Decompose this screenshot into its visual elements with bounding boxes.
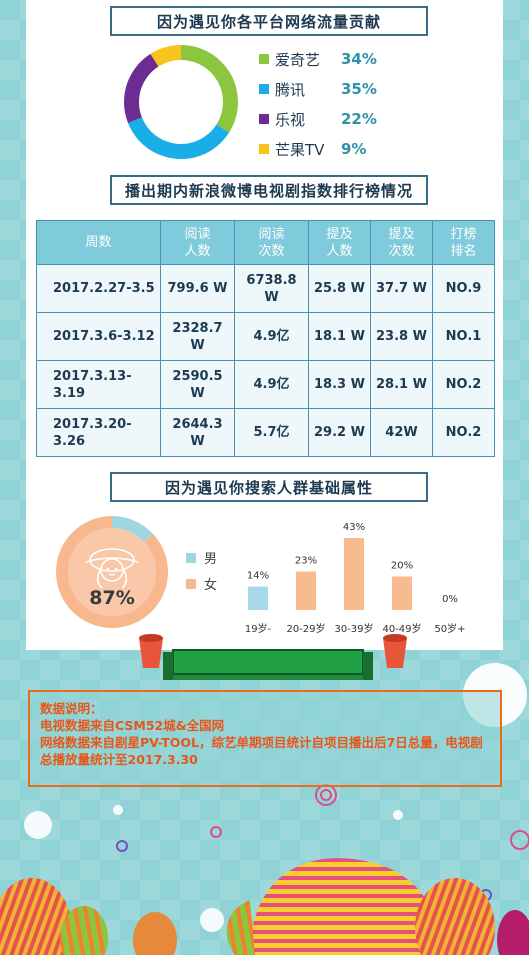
- legend-swatch: [259, 84, 269, 94]
- table-cell: NO.9: [432, 264, 495, 313]
- table-cell: 42W: [370, 408, 433, 457]
- legend-label: 芒果TV: [275, 140, 325, 159]
- table-cell: NO.2: [432, 360, 495, 409]
- traffic-slice-0: [181, 45, 238, 133]
- traffic-legend-item: 芒果TV 9%: [259, 139, 366, 159]
- table-cell: 37.7 W: [370, 264, 433, 313]
- table-cell: 28.1 W: [370, 360, 433, 409]
- traffic-legend-item: 爱奇艺 34%: [259, 49, 377, 69]
- table-row: 2017.2.27-3.5 799.6 W 6738.8 W 25.8 W 37.7 W…: [36, 264, 495, 313]
- legend-label: 男: [204, 552, 218, 567]
- gender-legend-item: 男: [186, 548, 217, 567]
- legend-value: 9%: [341, 140, 367, 158]
- traffic-legend-item: 腾讯 35%: [259, 79, 377, 99]
- traffic-slice-1: [128, 117, 230, 159]
- gender-donut-chart: 87%: [56, 516, 168, 628]
- table-cell: 5.7亿: [234, 408, 309, 457]
- table-cell: 2017.3.13-3.19: [36, 360, 161, 409]
- table-cell: 6738.8 W: [234, 264, 309, 313]
- age-bar: [392, 576, 412, 610]
- age-bar: [248, 586, 268, 610]
- table-cell: 23.8 W: [370, 312, 433, 361]
- table-cell: 18.1 W: [308, 312, 371, 361]
- legend-label: 女: [204, 578, 218, 593]
- age-category-label: 50岁+: [434, 622, 465, 635]
- table-header-cell: 阅读 次数: [234, 220, 309, 265]
- table-row: 2017.3.13-3.19 2590.5 W 4.9亿 18.3 W 28.1 W NO…: [36, 360, 495, 409]
- age-category-label: 30-39岁: [334, 622, 373, 635]
- legend-label: 乐视: [275, 110, 306, 129]
- table-cell: NO.2: [432, 408, 495, 457]
- table-cell: 18.3 W: [308, 360, 371, 409]
- age-bar-value-label: 20%: [391, 561, 413, 572]
- legend-swatch: [259, 114, 269, 124]
- traffic-slice-2: [124, 53, 159, 123]
- age-category-label: 19岁-: [245, 622, 272, 635]
- left-bucket-decoration: [139, 634, 163, 668]
- stage-decoration: [163, 649, 373, 680]
- table-header-row: 周数 阅读 人数 阅读 次数 提及 人数 提及 次数 打榜 排名: [36, 220, 495, 265]
- age-bar: [296, 571, 316, 610]
- table-cell: 4.9亿: [234, 360, 309, 409]
- table-cell: 29.2 W: [308, 408, 371, 457]
- age-category-label: 40-49岁: [382, 622, 421, 635]
- table-cell: 2017.2.27-3.5: [36, 264, 161, 313]
- traffic-donut-chart: [124, 45, 238, 159]
- notes-line-tv: 电视数据来自CSM52城&全国网: [40, 718, 225, 733]
- data-notes-box: 数据说明： 电视数据来自CSM52城&全国网 网络数据来自剧星PV-TOOL，综…: [28, 690, 502, 787]
- age-category-label: 20-29岁: [286, 622, 325, 635]
- legend-value: 35%: [341, 80, 377, 98]
- table-cell: 799.6 W: [160, 264, 235, 313]
- traffic-section-title: 因为遇见你各平台网络流量贡献: [110, 6, 428, 36]
- search-section-title: 因为遇见你搜索人群基础属性: [110, 472, 428, 502]
- right-bucket-decoration: [383, 634, 407, 668]
- gender-slice-0: [112, 516, 153, 542]
- table-row: 2017.3.6-3.12 2328.7 W 4.9亿 18.1 W 23.8 W NO.…: [36, 312, 495, 361]
- legend-swatch: [259, 144, 269, 154]
- legend-label: 腾讯: [275, 80, 306, 99]
- age-bar: [344, 538, 364, 610]
- gender-center-label: 87%: [89, 587, 134, 609]
- legend-value: 22%: [341, 110, 377, 128]
- notes-heading: 数据说明：: [40, 701, 103, 716]
- table-cell: NO.1: [432, 312, 495, 361]
- woman-face-icon: [85, 548, 139, 589]
- traffic-slice-3: [150, 45, 181, 67]
- table-cell: 2644.3 W: [160, 408, 235, 457]
- legend-swatch: [186, 552, 196, 563]
- legend-swatch: [186, 578, 196, 589]
- age-bar-chart: 14% 19岁- 23% 20-29岁 43% 30-39岁 20% 40-49岁 0% 50岁+: [245, 522, 466, 635]
- table-cell: 2590.5 W: [160, 360, 235, 409]
- legend-value: 34%: [341, 50, 377, 68]
- table-cell: 25.8 W: [308, 264, 371, 313]
- age-bar-value-label: 14%: [247, 571, 269, 582]
- weibo-section-title: 播出期内新浪微博电视剧指数排行榜情况: [110, 175, 428, 205]
- table-cell: 2328.7 W: [160, 312, 235, 361]
- table-cell: 2017.3.20-3.26: [36, 408, 161, 457]
- legend-swatch: [259, 54, 269, 64]
- table-header-cell: 周数: [36, 220, 161, 265]
- legend-label: 爱奇艺: [275, 50, 321, 69]
- table-header-cell: 提及 人数: [308, 220, 371, 265]
- table-header-cell: 打榜 排名: [432, 220, 495, 265]
- traffic-legend-item: 乐视 22%: [259, 109, 377, 129]
- gender-donut-center: [68, 528, 156, 616]
- table-header-cell: 提及 次数: [370, 220, 433, 265]
- table-cell: 4.9亿: [234, 312, 309, 361]
- age-bar-value-label: 23%: [295, 555, 317, 566]
- table-row: 2017.3.20-3.26 2644.3 W 5.7亿 29.2 W 42W NO.2: [36, 408, 495, 457]
- table-cell: 2017.3.6-3.12: [36, 312, 161, 361]
- weibo-ranking-table: 周数 阅读 人数 阅读 次数 提及 人数 提及 次数 打榜 排名 2017.2.27-3.…: [36, 220, 495, 457]
- easter-eggs-decoration: [0, 858, 529, 955]
- table-header-cell: 阅读 人数: [160, 220, 235, 265]
- gender-legend-item: 女: [186, 574, 217, 593]
- notes-line-web: 网络数据来自剧星PV-TOOL，综艺单期项目统计自项目播出后7日总量，电视剧总播…: [40, 735, 483, 767]
- age-bar-value-label: 43%: [343, 522, 365, 533]
- age-bar-value-label: 0%: [442, 594, 458, 605]
